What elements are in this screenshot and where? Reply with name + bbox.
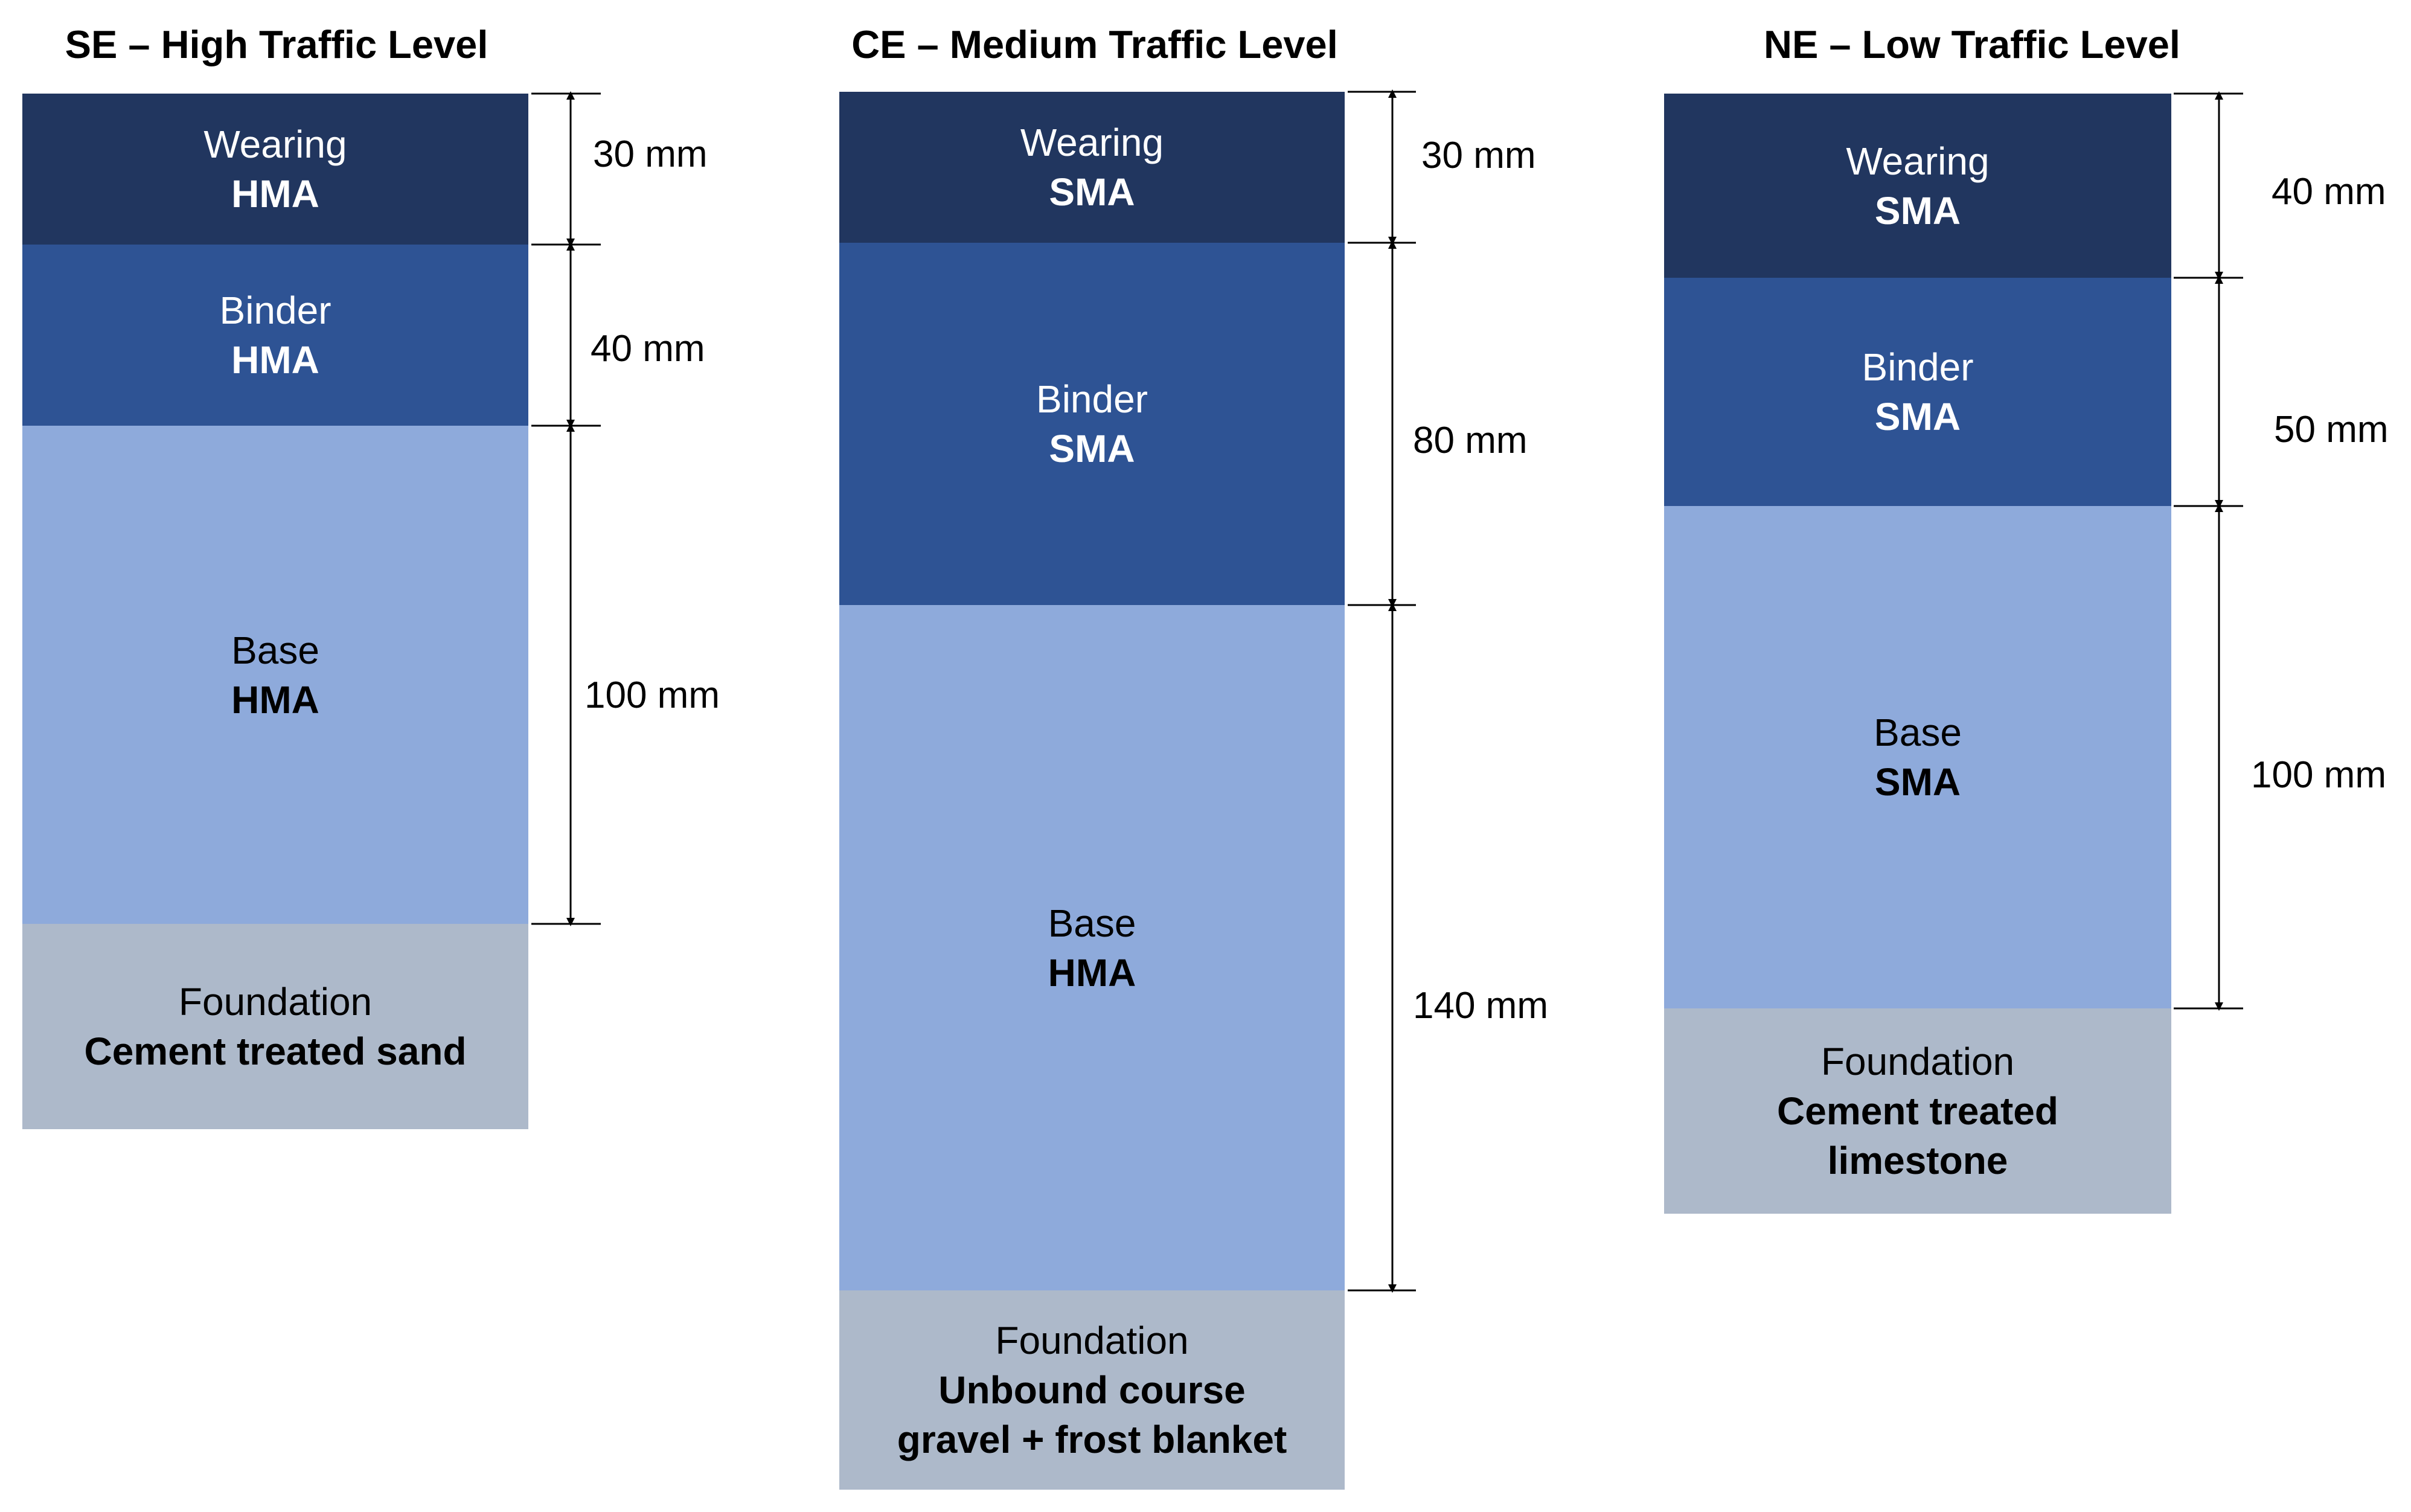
layer-material: SMA bbox=[1049, 427, 1135, 470]
layer-name: Foundation bbox=[1820, 1040, 2015, 1083]
layer-name: Wearing bbox=[203, 123, 347, 166]
section-title: SE – High Traffic Level bbox=[65, 22, 488, 66]
layer-material: SMA bbox=[1874, 188, 1961, 232]
layer-name: Binder bbox=[219, 289, 331, 332]
layer-name: Foundation bbox=[995, 1319, 1189, 1362]
layer-material: HMA bbox=[1048, 950, 1136, 995]
layer-material: Cement treated limestone bbox=[1777, 1089, 2058, 1182]
layer-material: HMA bbox=[231, 338, 319, 382]
layer-name: Base bbox=[1874, 711, 1962, 754]
layer-name: Binder bbox=[1862, 345, 1974, 389]
layer-material: Unbound course gravel + frost blanket bbox=[897, 1368, 1287, 1461]
thickness-label: 40 mm bbox=[2272, 171, 2386, 213]
thickness-label: 100 mm bbox=[584, 674, 720, 716]
layer-foundation: Foundation Cement treated sand bbox=[22, 924, 528, 1129]
layer-name: Wearing bbox=[1846, 139, 1990, 183]
layer-binder: Binder SMA bbox=[1664, 278, 2171, 506]
layer-material: HMA bbox=[231, 678, 319, 722]
layer-material: SMA bbox=[1049, 170, 1135, 214]
layer-material: HMA bbox=[231, 172, 319, 216]
layer-name: Binder bbox=[1036, 377, 1148, 421]
layer-wearing: Wearing SMA bbox=[839, 92, 1345, 243]
layer-base: Base SMA bbox=[1664, 506, 2171, 1008]
layer-binder: Binder HMA bbox=[22, 245, 528, 426]
section-title: CE – Medium Traffic Level bbox=[851, 22, 1338, 66]
layer-material: SMA bbox=[1874, 395, 1961, 438]
thickness-label: 30 mm bbox=[593, 133, 708, 175]
layer-wearing: Wearing SMA bbox=[1664, 94, 2171, 278]
layer-base: Base HMA bbox=[839, 605, 1345, 1290]
layer-name: Foundation bbox=[178, 980, 373, 1023]
layer-name: Wearing bbox=[1020, 121, 1164, 164]
layer-name: Base bbox=[1048, 901, 1136, 945]
layer-foundation: Foundation Cement treated limestone bbox=[1664, 1008, 2171, 1214]
layer-base: Base HMA bbox=[22, 426, 528, 924]
thickness-label: 30 mm bbox=[1421, 135, 1536, 176]
layer-binder: Binder SMA bbox=[839, 243, 1345, 605]
section-title: NE – Low Traffic Level bbox=[1764, 22, 2180, 66]
layer-material: Cement treated sand bbox=[84, 1030, 467, 1073]
thickness-label: 50 mm bbox=[2274, 409, 2389, 450]
thickness-label: 80 mm bbox=[1413, 420, 1528, 461]
thickness-label: 100 mm bbox=[2251, 754, 2386, 796]
layer-name: Base bbox=[231, 628, 319, 672]
layer-material: SMA bbox=[1874, 760, 1961, 804]
thickness-label: 140 mm bbox=[1413, 985, 1548, 1027]
thickness-label: 40 mm bbox=[591, 328, 705, 370]
layer-foundation: Foundation Unbound course gravel + frost… bbox=[839, 1290, 1345, 1490]
layer-wearing: Wearing HMA bbox=[22, 94, 528, 245]
